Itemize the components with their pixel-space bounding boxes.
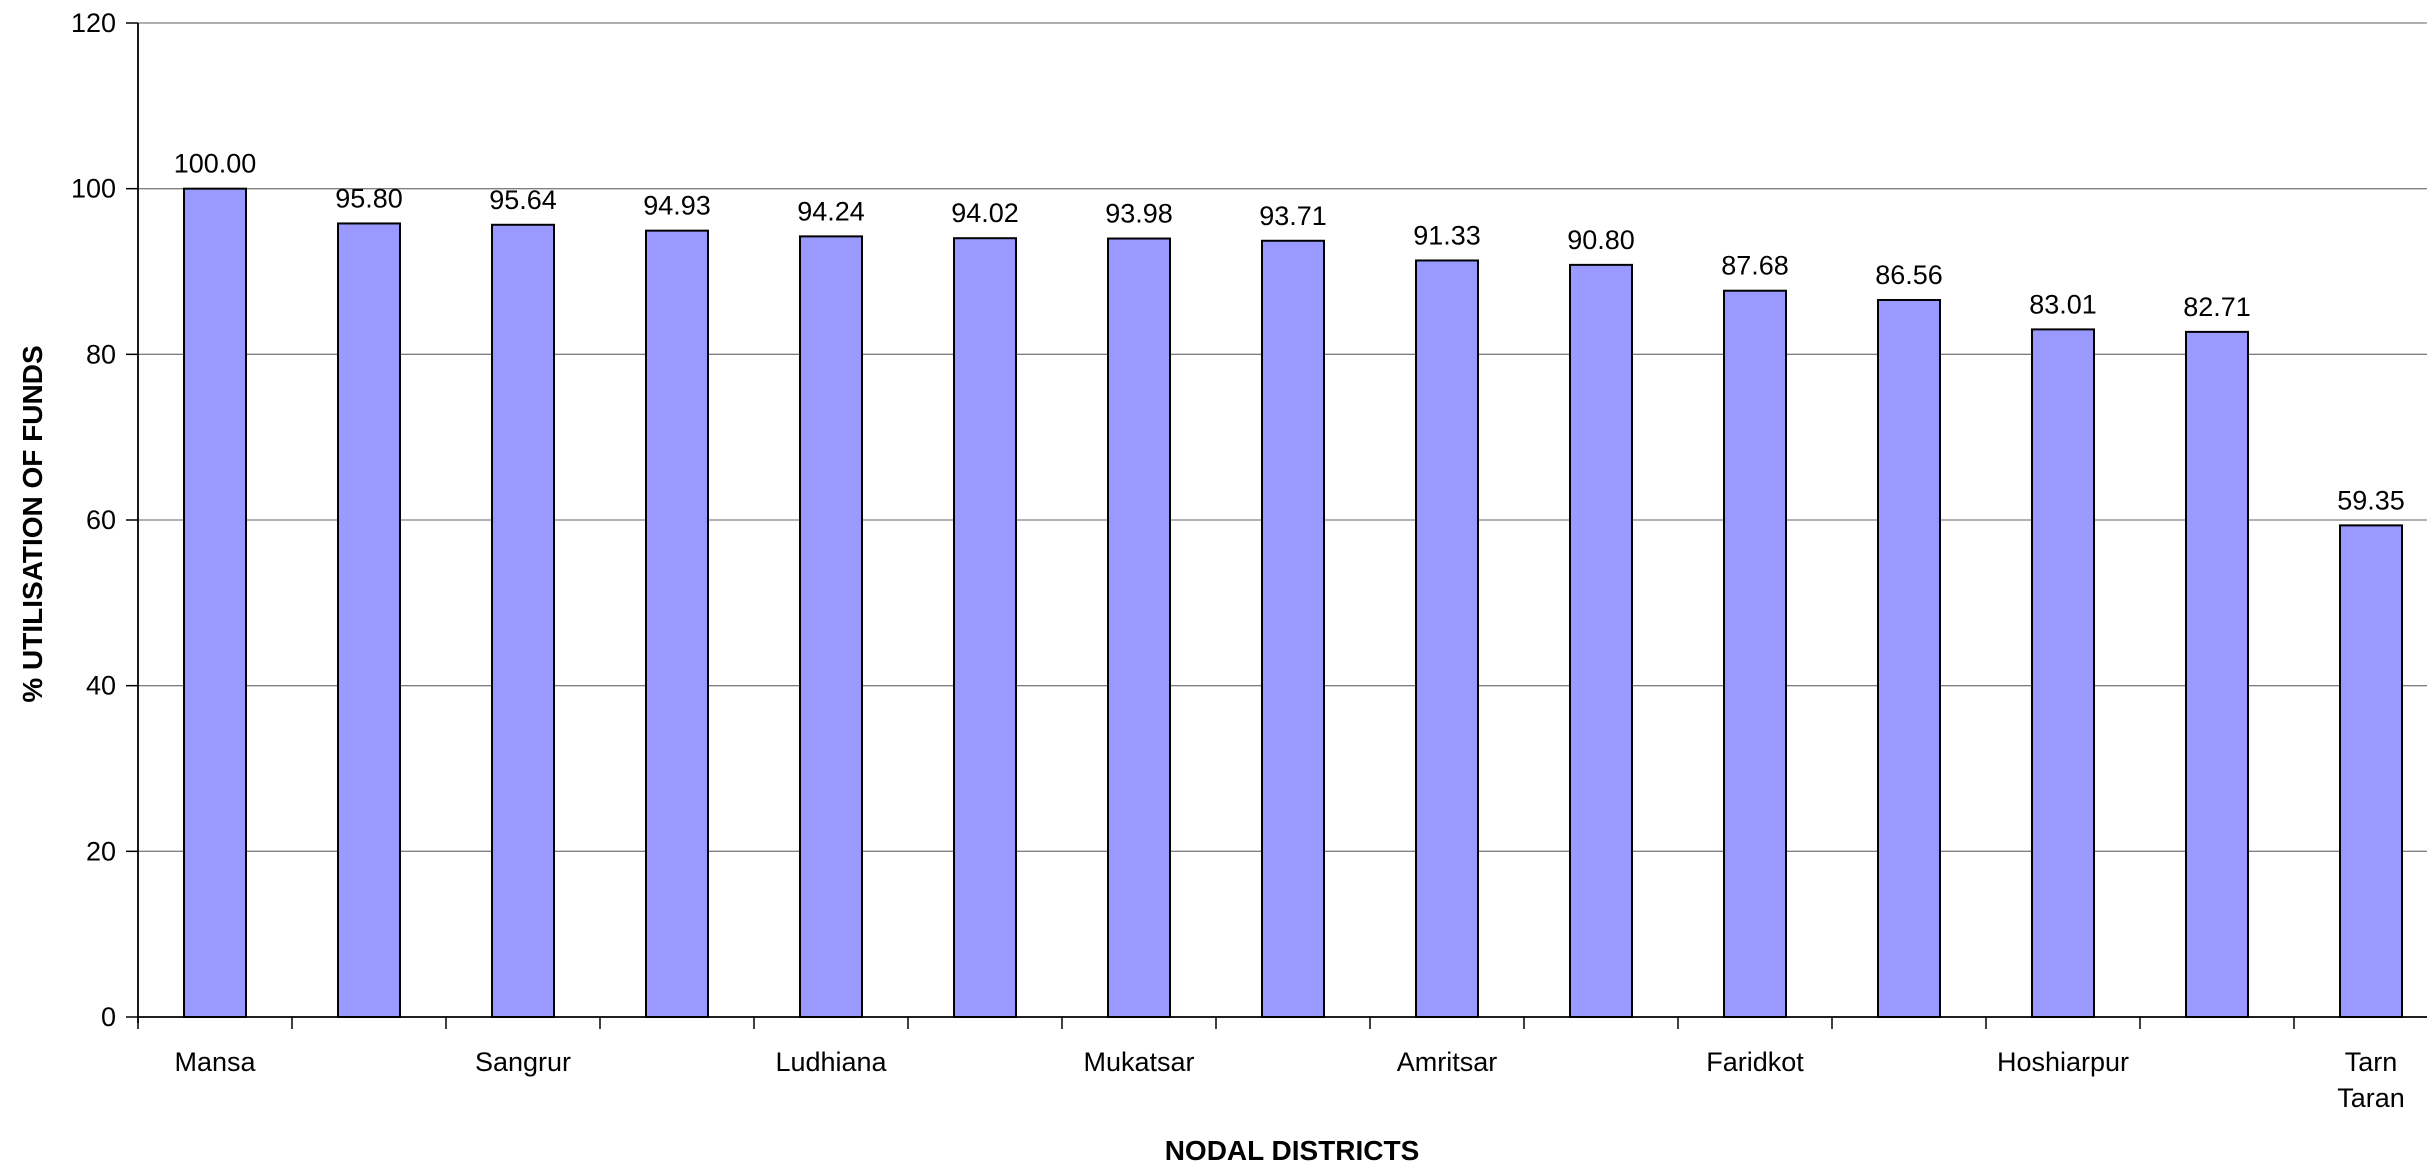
bar [337,222,401,1018]
data-label: 83.01 [2029,289,2097,319]
value-labels: 100.00 95.80 95.64 94.93 94.24 94.02 93.98 93.7… [174,149,2405,516]
bar [1723,289,1787,1018]
bar [1877,298,1941,1018]
bar [1261,239,1325,1018]
data-label: 100.00 [174,149,257,179]
y-tick-labels: 0 20 40 60 80 100 120 [71,8,116,1032]
data-label: 94.93 [643,191,711,221]
bar [2185,330,2249,1018]
y-tick-label: 120 [71,8,116,38]
data-label: 91.33 [1413,220,1481,250]
y-axis-title: % UTILISATION OF FUNDS [17,345,48,702]
x-tick-labels: Mansa Sangrur Ludhiana Mukatsar Amritsar Fari… [174,1047,2404,1113]
bar [1569,263,1633,1018]
x-tick-label: Amritsar [1397,1047,1498,1077]
bar [491,223,555,1019]
data-label: 95.80 [335,183,403,213]
bar [799,235,863,1018]
data-label: 94.02 [951,198,1019,228]
x-tick-label: Faridkot [1706,1047,1804,1077]
data-label: 93.98 [1105,199,1173,229]
bar [183,187,247,1018]
x-tick-label: Tarn Taran [2337,1047,2405,1113]
x-axis-title: NODAL DISTRICTS [1165,1135,1420,1166]
data-label: 59.35 [2337,485,2405,515]
data-label: 86.56 [1875,260,1943,290]
bar [1415,259,1479,1018]
data-label: 93.71 [1259,201,1327,231]
data-label: 94.24 [797,196,865,226]
y-tick-label: 60 [86,505,116,535]
y-tick-label: 80 [86,339,116,369]
x-tick-label: Mukatsar [1083,1047,1194,1077]
y-tick-label: 0 [101,1002,116,1032]
data-label: 90.80 [1567,225,1635,255]
data-label: 82.71 [2183,292,2251,322]
axes [126,22,2427,1029]
x-tick-label: Mansa [174,1047,256,1077]
y-tick-label: 20 [86,836,116,866]
bar [1107,237,1171,1018]
bar [645,229,709,1019]
data-label: 95.64 [489,185,557,215]
bar [953,237,1017,1019]
x-tick-label: Sangrur [475,1047,571,1077]
data-label: 87.68 [1721,251,1789,281]
y-tick-label: 100 [71,174,116,204]
x-tick-label: Ludhiana [775,1047,887,1077]
y-tick-label: 40 [86,671,116,701]
bar [2339,524,2403,1018]
x-tick-label: Hoshiarpur [1997,1047,2129,1077]
bar [2031,328,2095,1018]
bars [183,187,2403,1019]
